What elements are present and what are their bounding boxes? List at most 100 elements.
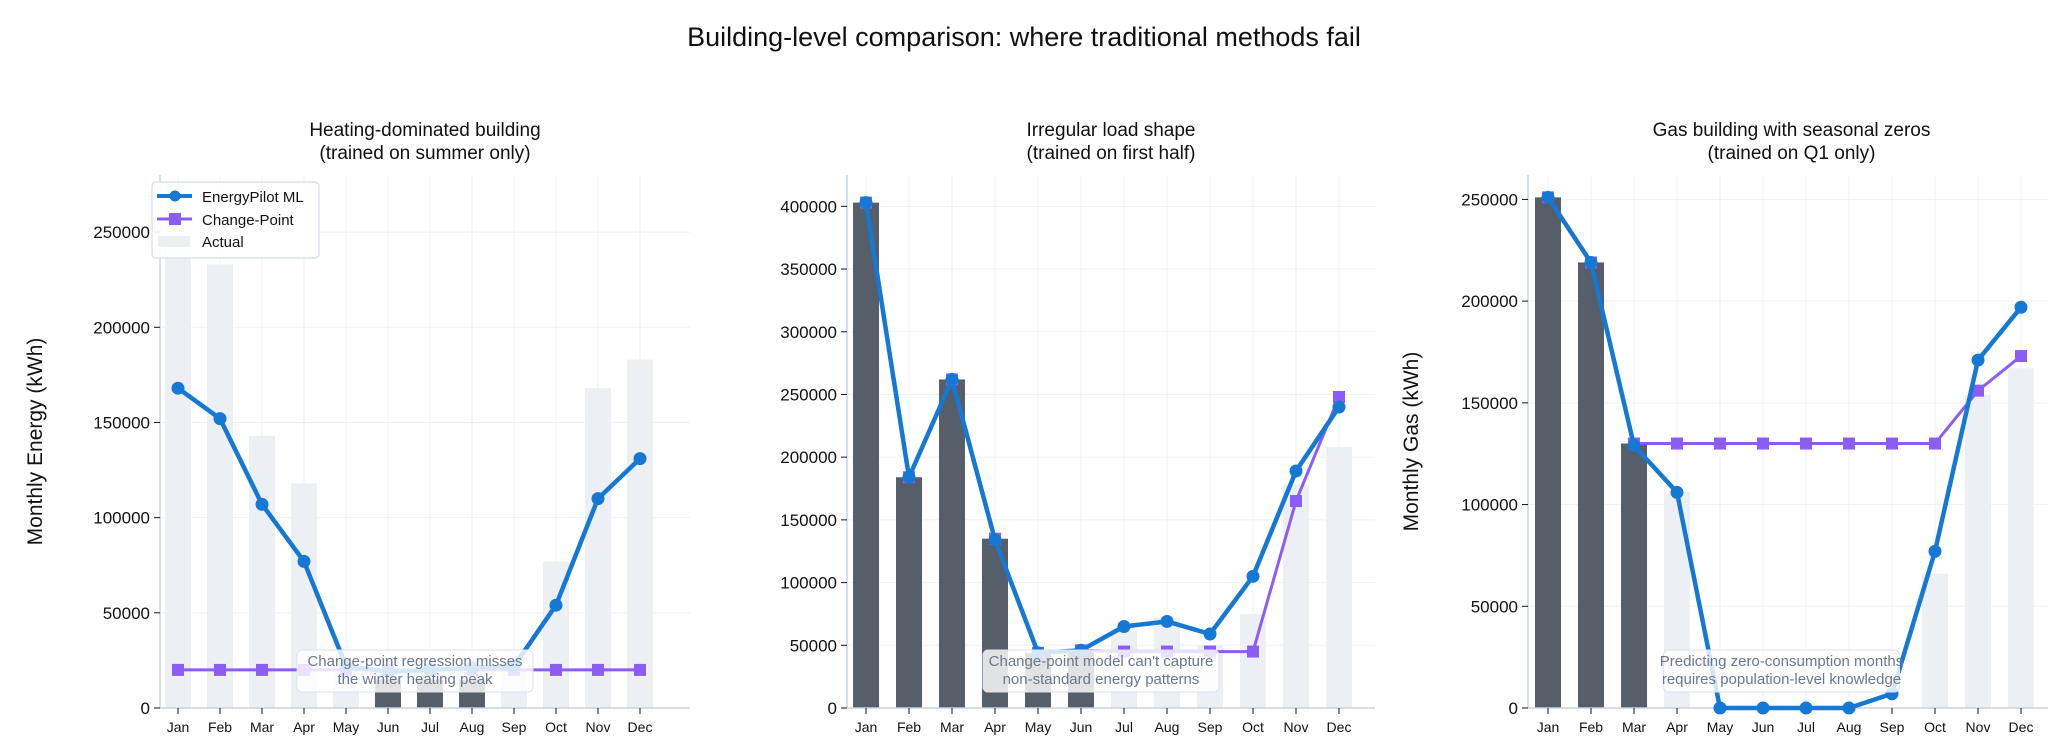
marker-circle: [1756, 701, 1770, 715]
marker-circle: [1246, 569, 1260, 583]
y-tick-label: 100000: [1461, 496, 1518, 515]
x-tick-label: May: [333, 719, 359, 735]
x-tick-label: Jan: [1537, 719, 1560, 735]
annotation-text: non-standard energy patterns: [1003, 671, 1200, 688]
x-tick-label: Sep: [502, 719, 527, 735]
marker-square: [172, 663, 184, 676]
panel-title: Heating-dominated building: [309, 120, 540, 141]
marker-circle: [859, 196, 873, 210]
annotation-text: Predicting zero-consumption months: [1660, 653, 1903, 670]
bar-actual: [207, 264, 233, 708]
x-tick-label: Aug: [460, 719, 485, 735]
panel-subtitle: (trained on summer only): [319, 143, 530, 164]
x-tick-label: Mar: [940, 719, 964, 735]
bar-actual: [1283, 484, 1309, 708]
x-tick-label: Jun: [377, 719, 400, 735]
marker-circle: [549, 598, 563, 612]
x-tick-label: Jul: [1797, 719, 1815, 735]
x-tick-label: Apr: [1666, 719, 1688, 735]
legend-actual-icon: [158, 236, 190, 247]
x-tick-label: Nov: [586, 719, 611, 735]
line-change-point: [1546, 196, 2022, 446]
legend-ml-marker: [169, 190, 181, 202]
y-tick-label: 350000: [780, 260, 837, 279]
marker-circle: [1799, 701, 1813, 715]
annotation-box: [296, 649, 534, 693]
chart-panel-2: Irregular load shape(trained on first ha…: [780, 120, 1375, 735]
marker-square: [1333, 390, 1345, 403]
x-tick-label: May: [1025, 719, 1051, 735]
line-energypilot-ml: [1546, 196, 2023, 711]
bar-actual: [627, 359, 653, 708]
x-tick-label: Oct: [1242, 719, 1264, 735]
marker-square: [1247, 645, 1259, 658]
bar-actual: [896, 477, 922, 708]
marker-circle: [1670, 485, 1684, 499]
annotation-text: Change-point regression misses: [307, 653, 522, 670]
marker-square: [1671, 437, 1683, 450]
x-tick-label: Jun: [1070, 719, 1093, 735]
y-tick-label: 50000: [1471, 597, 1518, 616]
bar-actual: [1922, 573, 1948, 708]
x-tick-label: Dec: [2009, 719, 2034, 735]
x-tick-label: Nov: [1966, 719, 1991, 735]
line-change-point: [864, 202, 1341, 655]
legend-actual-label: Actual: [202, 234, 244, 251]
legend-cp-label: Change-Point: [202, 212, 295, 229]
x-tick-label: Sep: [1198, 719, 1223, 735]
x-tick-label: Dec: [1327, 719, 1352, 735]
x-tick-label: Jan: [855, 719, 878, 735]
x-tick-label: Jul: [421, 719, 439, 735]
marker-circle: [1713, 701, 1727, 715]
marker-circle: [1928, 544, 1942, 558]
panel-subtitle: (trained on Q1 only): [1708, 143, 1876, 164]
line-energypilot-ml: [176, 386, 642, 675]
marker-circle: [2014, 300, 2028, 314]
x-tick-label: Jul: [1115, 719, 1133, 735]
marker-circle: [297, 554, 311, 568]
x-tick-label: Sep: [1880, 719, 1905, 735]
bar-actual: [853, 202, 879, 709]
marker-circle: [1971, 353, 1985, 367]
y-tick-label: 250000: [93, 223, 150, 242]
x-tick-label: Mar: [250, 719, 274, 735]
legend-cp-marker: [169, 213, 181, 225]
annotation-text: the winter heating peak: [337, 671, 493, 688]
marker-square: [592, 663, 604, 676]
marker-square: [1757, 437, 1769, 450]
annotation-box: [1663, 649, 1900, 693]
y-tick-label: 0: [1509, 699, 1518, 718]
annotation-text: Change-point model can't capture: [989, 653, 1214, 670]
marker-circle: [633, 452, 647, 466]
y-axis-label: Monthly Energy (kWh): [24, 338, 47, 546]
marker-circle: [988, 533, 1002, 547]
x-tick-label: Apr: [984, 719, 1006, 735]
x-tick-label: Dec: [628, 719, 653, 735]
panel-title: Irregular load shape: [1027, 120, 1196, 141]
marker-square: [1929, 437, 1941, 450]
y-tick-label: 150000: [93, 413, 150, 432]
marker-circle: [1160, 614, 1174, 628]
y-tick-label: 400000: [780, 197, 837, 216]
y-tick-label: 100000: [93, 509, 150, 528]
marker-square: [2015, 350, 2027, 363]
marker-circle: [1541, 190, 1555, 204]
x-tick-label: Jan: [167, 719, 190, 735]
x-tick-label: Aug: [1837, 719, 1862, 735]
marker-square: [214, 663, 226, 676]
annotation-box: [982, 649, 1220, 693]
marker-square: [256, 663, 268, 676]
y-tick-label: 100000: [780, 574, 837, 593]
marker-circle: [171, 381, 185, 395]
marker-circle: [255, 497, 269, 511]
marker-square: [1843, 437, 1855, 450]
marker-square: [1290, 495, 1302, 508]
y-axis-label: Monthly Gas (kWh): [1400, 352, 1423, 532]
marker-square: [1714, 437, 1726, 450]
y-tick-label: 50000: [103, 604, 150, 623]
bar-actual: [2008, 368, 2034, 708]
marker-circle: [1842, 701, 1856, 715]
x-tick-label: Mar: [1622, 719, 1646, 735]
bar-actual: [585, 388, 611, 708]
marker-circle: [1584, 255, 1598, 269]
